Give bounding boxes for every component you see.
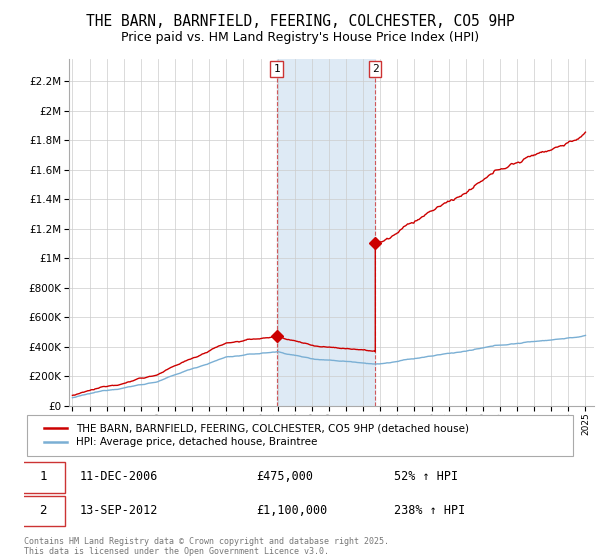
Text: 1: 1 xyxy=(40,470,47,483)
Text: 238% ↑ HPI: 238% ↑ HPI xyxy=(394,504,465,517)
Text: Contains HM Land Registry data © Crown copyright and database right 2025.: Contains HM Land Registry data © Crown c… xyxy=(24,538,389,547)
Text: 2: 2 xyxy=(372,64,379,74)
Text: 2: 2 xyxy=(40,504,47,517)
Text: 11-DEC-2006: 11-DEC-2006 xyxy=(79,470,158,483)
Text: THE BARN, BARNFIELD, FEERING, COLCHESTER, CO5 9HP: THE BARN, BARNFIELD, FEERING, COLCHESTER… xyxy=(86,14,514,29)
Text: £475,000: £475,000 xyxy=(256,470,313,483)
Text: This data is licensed under the Open Government Licence v3.0.: This data is licensed under the Open Gov… xyxy=(24,548,329,557)
Bar xyxy=(277,59,375,406)
FancyBboxPatch shape xyxy=(21,462,65,493)
Text: 52% ↑ HPI: 52% ↑ HPI xyxy=(394,470,458,483)
Text: £1,100,000: £1,100,000 xyxy=(256,504,327,517)
Text: 13-SEP-2012: 13-SEP-2012 xyxy=(79,504,158,517)
Legend: THE BARN, BARNFIELD, FEERING, COLCHESTER, CO5 9HP (detached house), HPI: Average: THE BARN, BARNFIELD, FEERING, COLCHESTER… xyxy=(40,419,473,452)
Text: 1: 1 xyxy=(273,64,280,74)
FancyBboxPatch shape xyxy=(27,416,573,456)
Text: Price paid vs. HM Land Registry's House Price Index (HPI): Price paid vs. HM Land Registry's House … xyxy=(121,31,479,44)
FancyBboxPatch shape xyxy=(21,496,65,526)
